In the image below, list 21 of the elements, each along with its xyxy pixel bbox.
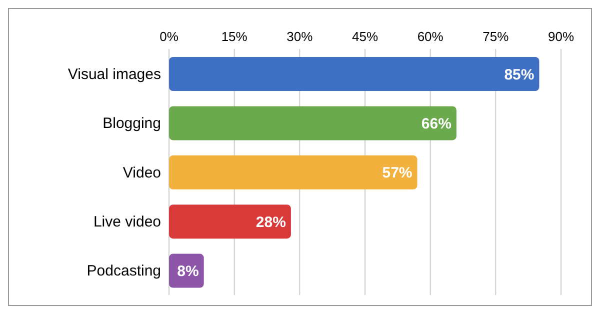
y-tick-label: Live video [93,214,161,231]
data-label: 66% [421,116,452,133]
x-tick-label: 75% [482,29,510,44]
x-tick-label: 45% [352,29,378,44]
y-tick-label: Video [122,164,161,182]
x-tick-label: 60% [417,29,444,44]
data-label: 8% [177,263,199,280]
bar [169,57,540,91]
data-label: 28% [256,214,286,231]
data-label: 85% [504,66,534,84]
bar [169,204,291,239]
bar [169,155,418,190]
x-tick-label: 0% [160,29,179,44]
bar [169,106,456,140]
y-tick-label: Podcasting [86,262,161,280]
y-tick-label: Blogging [102,115,161,132]
x-tick-label: 90% [548,29,574,44]
x-tick-label: 15% [221,29,248,44]
y-tick-label: Visual images [68,66,161,83]
data-label: 57% [382,164,412,182]
x-tick-label: 30% [286,29,314,44]
